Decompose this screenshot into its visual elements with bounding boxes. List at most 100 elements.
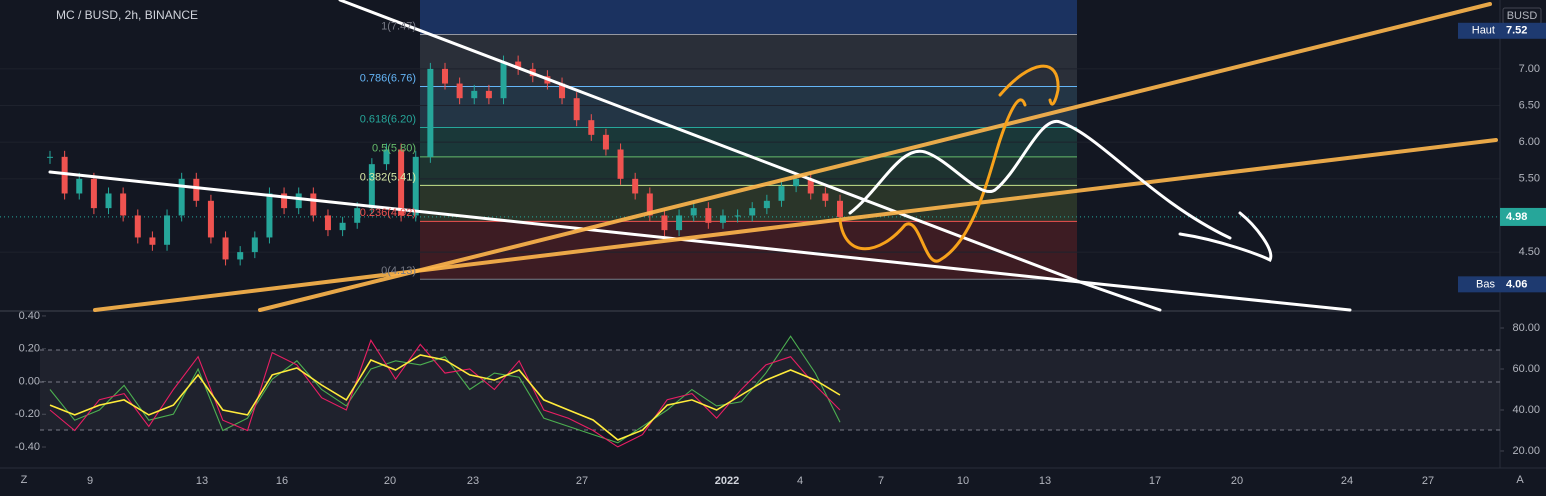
- fib-label: 0.5(5.80): [372, 143, 416, 155]
- indicator-line: [49, 354, 841, 441]
- low-badge-label: Bas: [1476, 278, 1495, 290]
- indicator-tick-label: 80.00: [1512, 322, 1540, 334]
- candle: [807, 178, 814, 194]
- indicator-tick-label: 20.00: [1512, 445, 1540, 457]
- candle: [793, 178, 800, 187]
- candle: [456, 83, 463, 99]
- candle: [676, 215, 683, 231]
- candle: [222, 237, 229, 260]
- candle: [617, 149, 624, 179]
- trendline: [1078, 280, 1162, 312]
- candle: [559, 83, 566, 99]
- trendline: [1078, 280, 1352, 312]
- time-label: 10: [957, 475, 969, 487]
- high-badge: [1458, 22, 1500, 39]
- indicator-band: [40, 350, 1500, 430]
- indicator-line: [49, 335, 841, 444]
- time-label: 27: [1422, 475, 1434, 487]
- candle: [500, 61, 507, 99]
- time-label: 16: [276, 475, 288, 487]
- time-label: 13: [196, 475, 208, 487]
- candle: [61, 156, 68, 194]
- indicator-left-tick-label: 0.40: [19, 310, 40, 322]
- candle: [822, 193, 829, 201]
- candle: [339, 222, 346, 231]
- hand-drawing: [848, 120, 1232, 240]
- candle: [120, 193, 127, 216]
- candle: [354, 208, 361, 223]
- candle: [690, 208, 697, 216]
- candle: [149, 237, 156, 245]
- candle: [193, 178, 200, 201]
- candle: [588, 120, 595, 135]
- candle: [266, 193, 273, 238]
- drawings: [48, 0, 1498, 312]
- hand-drawing: [998, 64, 1060, 106]
- indicator-left-tick-label: -0.20: [15, 408, 40, 420]
- candle: [837, 200, 843, 217]
- trendline: [48, 170, 1082, 284]
- candle: [412, 156, 419, 216]
- price-tick-label: 6.50: [1519, 99, 1540, 111]
- candle: [442, 68, 448, 84]
- last-price: 4.98: [1506, 211, 1527, 223]
- trendline: [338, 0, 1082, 284]
- low-badge: [1458, 276, 1500, 293]
- fib-label: 0.786(6.76): [360, 72, 416, 84]
- a-button[interactable]: A: [1516, 474, 1524, 486]
- candle: [734, 215, 741, 217]
- low-value-box: [1500, 276, 1546, 293]
- candle: [295, 193, 302, 209]
- time-label: 7: [878, 475, 884, 487]
- fib-label: 0(4.13): [381, 265, 416, 277]
- candle: [749, 208, 756, 216]
- time-label: 20: [1231, 475, 1243, 487]
- time-label: 20: [384, 475, 396, 487]
- fib-label: 1(7.47): [381, 20, 416, 32]
- candle: [632, 178, 639, 194]
- time-label: 24: [1341, 475, 1353, 487]
- candle: [602, 134, 609, 150]
- fib-zone: [420, 0, 1077, 280]
- candle: [763, 200, 770, 209]
- candle: [778, 186, 785, 201]
- price-tick-label: 5.50: [1519, 173, 1540, 185]
- candle: [310, 193, 317, 216]
- trendline: [258, 2, 1492, 312]
- symbol-title: MC / BUSD, 2h, BINANCE: [56, 8, 198, 22]
- candle: [207, 200, 214, 238]
- fib-label: 0.382(5.41): [360, 171, 416, 183]
- price-tick-label: 7.00: [1519, 63, 1540, 75]
- candle: [485, 90, 492, 99]
- labels: 1(7.47) 0.786(6.76) 0.618(6.20) 0.5(5.80) 0.…: [15, 7, 1546, 487]
- fib-band: [420, 86, 1077, 128]
- indicator-left-tick-label: -0.40: [15, 441, 40, 453]
- trendline: [93, 138, 1498, 312]
- candle: [90, 178, 97, 209]
- fib-label: 0.618(6.20): [360, 113, 416, 125]
- candle: [251, 237, 258, 253]
- fib-band: [420, 156, 1077, 186]
- candle: [324, 215, 331, 231]
- candle: [515, 61, 522, 69]
- time-label: 27: [576, 475, 588, 487]
- indicator-left-tick-label: 0.00: [19, 375, 40, 387]
- z-button[interactable]: Z: [21, 474, 28, 486]
- indicator-line: [49, 339, 841, 448]
- candle: [47, 156, 53, 158]
- hand-drawing: [1178, 211, 1273, 263]
- candle: [383, 149, 390, 165]
- candle: [398, 149, 405, 216]
- candle: [705, 208, 712, 223]
- high-value: 7.52: [1506, 25, 1527, 37]
- fib-band: [420, 0, 1077, 35]
- indicator-tick-label: 40.00: [1512, 404, 1540, 416]
- time-label: 17: [1149, 475, 1161, 487]
- high-badge-label: Haut: [1472, 25, 1495, 37]
- candle: [719, 215, 726, 223]
- fib-label: 0.236(4.92): [360, 207, 416, 219]
- time-label: 13: [1039, 475, 1051, 487]
- time-label: 4: [797, 475, 803, 487]
- candle: [573, 98, 580, 121]
- candle: [427, 68, 434, 157]
